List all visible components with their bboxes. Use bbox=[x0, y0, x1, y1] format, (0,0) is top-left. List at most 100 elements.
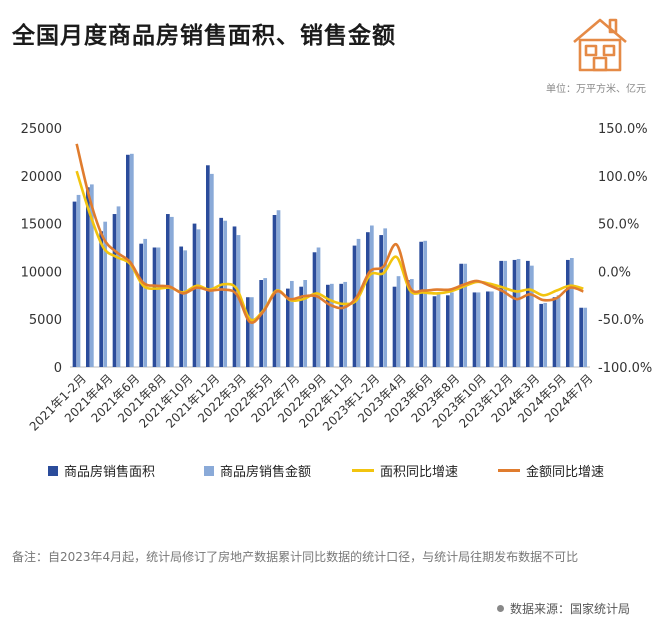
bar-area bbox=[166, 214, 170, 367]
bar-amount bbox=[463, 263, 468, 367]
bar-amount bbox=[556, 295, 561, 367]
bar-amount bbox=[410, 279, 414, 367]
bar-amount bbox=[90, 184, 94, 367]
bar-amount bbox=[570, 258, 574, 367]
bar-amount bbox=[290, 280, 294, 367]
bar-amount bbox=[396, 276, 401, 367]
bar-area bbox=[419, 241, 424, 367]
bar-amount bbox=[223, 220, 228, 367]
legend-swatch-area-yoy bbox=[352, 469, 374, 472]
y-left-tick-label: 20000 bbox=[21, 170, 62, 185]
bar-area bbox=[432, 296, 437, 367]
y-right-tick-label: 100.0% bbox=[598, 170, 648, 185]
bar-amount bbox=[250, 297, 254, 367]
line-amount-yoy bbox=[75, 143, 584, 324]
legend-item-area-yoy: 面积同比增速 bbox=[352, 461, 458, 480]
bar-amount bbox=[303, 280, 308, 367]
bar-amount bbox=[263, 278, 268, 367]
bar-area bbox=[366, 232, 370, 367]
y-left-tick-label: 0 bbox=[54, 361, 62, 376]
legend-swatch-area bbox=[48, 465, 58, 476]
bar-area bbox=[459, 263, 464, 367]
bar-amount bbox=[210, 173, 214, 367]
y-left-tick-label: 15000 bbox=[21, 218, 62, 233]
legend-label-amount: 商品房销售金额 bbox=[220, 465, 312, 480]
bar-area bbox=[552, 297, 557, 367]
bar-area bbox=[286, 288, 290, 367]
chart-canvas: 0 5000 10000 15000 20000 25000 150.0% 100.0% 50.… bbox=[21, 122, 653, 434]
bar-area bbox=[72, 201, 77, 367]
bar-area bbox=[219, 217, 224, 367]
source-line: 数据来源：国家统计局 bbox=[496, 600, 630, 617]
legend-label-amount-yoy: 金额同比增速 bbox=[526, 465, 605, 480]
bar-area bbox=[486, 291, 490, 367]
legend-label-area: 商品房销售面积 bbox=[64, 465, 156, 480]
bar-area bbox=[86, 187, 90, 367]
y-right-tick-label: -50.0% bbox=[598, 313, 644, 328]
chart-title: 全国月度商品房销售面积、销售金额 bbox=[12, 23, 396, 49]
bar-area bbox=[99, 231, 104, 367]
bar-area bbox=[499, 260, 504, 367]
unit-label: 单位：万平方米、亿元 bbox=[546, 84, 646, 95]
bar-area bbox=[566, 259, 570, 367]
bar-amount bbox=[156, 247, 161, 367]
bar-amount bbox=[330, 283, 334, 367]
legend-swatch-amount bbox=[204, 465, 214, 476]
bar-amount bbox=[450, 292, 454, 367]
bar-area bbox=[512, 259, 517, 367]
bar-amount bbox=[370, 225, 374, 367]
bar-amount bbox=[316, 247, 321, 367]
bar-amount bbox=[196, 229, 201, 367]
legend-label-area-yoy: 面积同比增速 bbox=[380, 465, 459, 480]
y-right-tick-label: 50.0% bbox=[598, 218, 639, 233]
bar-amount bbox=[503, 260, 508, 367]
source-text: 数据来源：国家统计局 bbox=[509, 602, 630, 616]
bar-amount bbox=[516, 258, 521, 367]
bar-amount bbox=[583, 307, 588, 367]
house-icon bbox=[570, 12, 630, 80]
bar-area bbox=[472, 292, 477, 367]
bar-amount bbox=[423, 240, 428, 367]
bar-amount bbox=[183, 250, 188, 367]
y-right-tick-label: 150.0% bbox=[598, 122, 648, 137]
bar-area bbox=[299, 286, 304, 367]
line-area-yoy bbox=[75, 170, 584, 322]
bar-area bbox=[379, 235, 384, 367]
source-dot-icon bbox=[496, 605, 504, 612]
bar-area bbox=[539, 303, 544, 367]
bar-area bbox=[206, 165, 210, 367]
y-right-tick-label: -100.0% bbox=[598, 361, 652, 376]
legend-swatch-amount-yoy bbox=[498, 469, 520, 472]
bar-area bbox=[246, 297, 250, 367]
bar-area bbox=[352, 245, 357, 367]
bar-amount bbox=[170, 216, 174, 367]
bar-amount bbox=[343, 281, 348, 367]
bar-area bbox=[326, 284, 330, 367]
bar-amount bbox=[130, 153, 134, 367]
bar-amount bbox=[436, 293, 441, 367]
bar-area bbox=[339, 283, 344, 367]
bar-amount bbox=[276, 210, 281, 367]
legend: 商品房销售面积 商品房销售金额 面积同比增速 金额同比增速 bbox=[48, 461, 648, 481]
bar-area bbox=[112, 214, 117, 367]
y-left-tick-label: 25000 bbox=[21, 122, 62, 137]
bar-area bbox=[312, 252, 317, 367]
legend-item-amount: 商品房销售金额 bbox=[204, 461, 311, 480]
bar-area bbox=[232, 226, 237, 367]
bar-area bbox=[579, 307, 584, 367]
y-left-tick-label: 5000 bbox=[29, 313, 62, 328]
bar-amount bbox=[103, 221, 108, 367]
legend-item-area: 商品房销售面积 bbox=[48, 461, 155, 480]
bar-amount bbox=[143, 238, 148, 367]
bar-amount bbox=[383, 228, 388, 367]
bar-amount bbox=[116, 206, 121, 367]
bar-amount bbox=[356, 238, 361, 367]
bar-area bbox=[259, 280, 264, 367]
bar-amount bbox=[490, 291, 494, 367]
footnote: 备注：自2023年4月起，统计局修订了房地产数据累计同比数据的统计口径，与统计局… bbox=[12, 550, 579, 564]
bar-amount bbox=[530, 265, 534, 367]
bar-area bbox=[446, 295, 450, 367]
bar-area bbox=[406, 280, 410, 367]
bar-amount bbox=[476, 292, 481, 367]
bar-amount bbox=[236, 235, 241, 367]
